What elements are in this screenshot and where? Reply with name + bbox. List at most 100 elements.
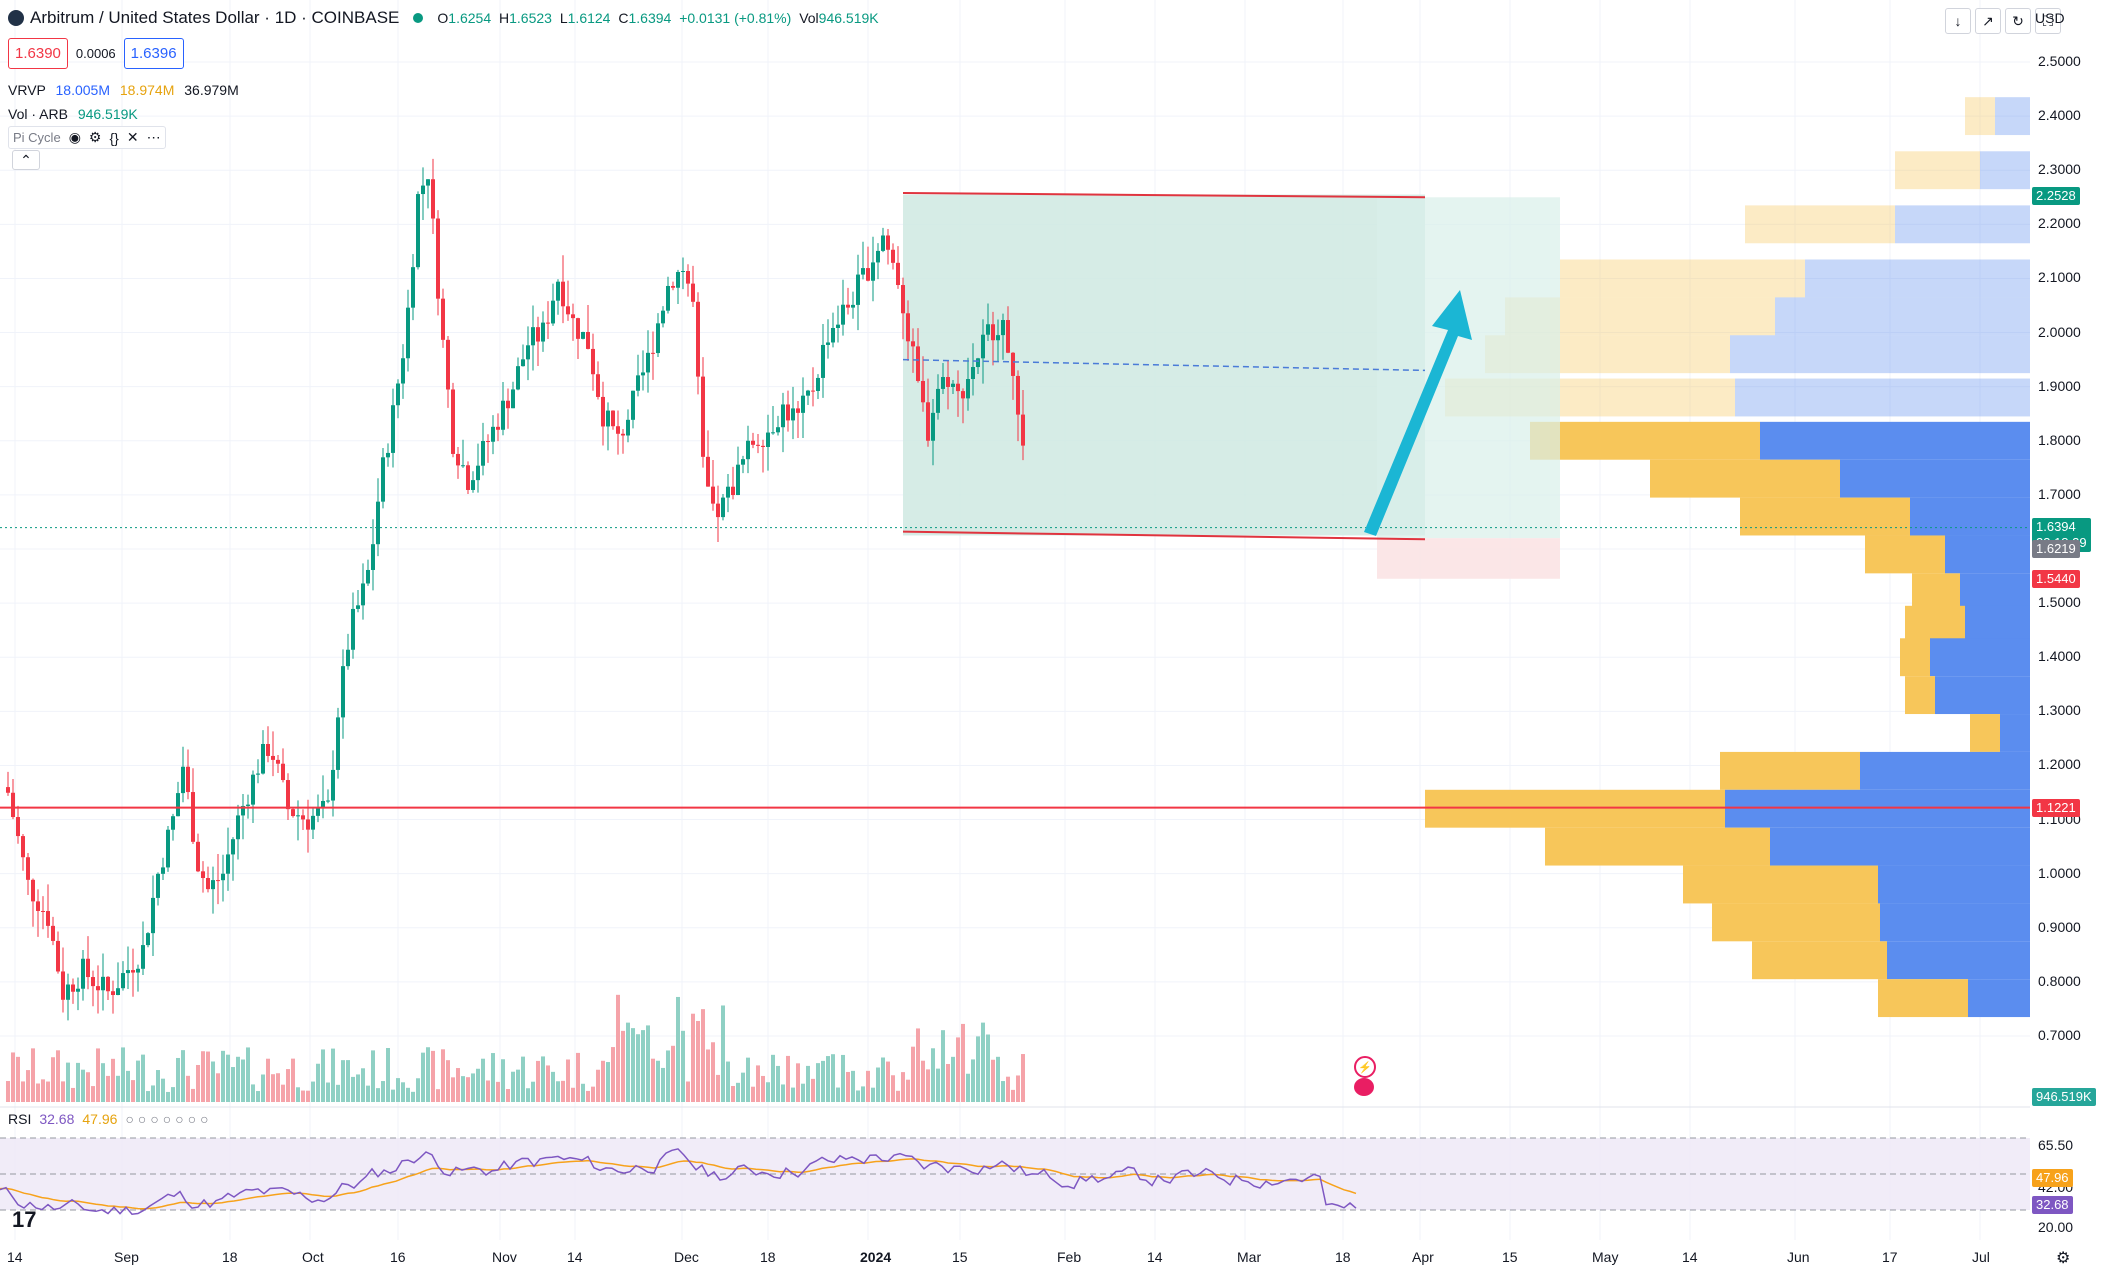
candle-body bbox=[1006, 320, 1010, 353]
pi-cycle-legend[interactable]: Pi Cycle ◉ ⚙ {} ✕ ⋯ bbox=[8, 126, 166, 149]
vrvp-up-bar bbox=[1968, 979, 2030, 1018]
candle-body bbox=[886, 235, 890, 250]
volume-bar bbox=[206, 1051, 210, 1102]
volume-legend[interactable]: Vol · ARB 946.519K bbox=[8, 106, 138, 122]
volume-bar bbox=[411, 1091, 415, 1102]
volume-bar bbox=[881, 1057, 885, 1102]
vrvp-up-bar bbox=[1735, 378, 2030, 417]
candle-body bbox=[211, 880, 215, 890]
candle-body bbox=[316, 807, 320, 816]
candle-body bbox=[961, 391, 965, 399]
volume-bar bbox=[746, 1057, 750, 1102]
volume-bar bbox=[966, 1073, 970, 1102]
volume-bar bbox=[996, 1056, 1000, 1102]
symbol-title[interactable]: Arbitrum / United States Dollar · 1D · C… bbox=[30, 8, 400, 27]
candle-body bbox=[56, 940, 60, 972]
rsi-ma-value: 47.96 bbox=[82, 1111, 118, 1127]
volume-bar bbox=[851, 1070, 855, 1102]
candle-body bbox=[611, 410, 615, 427]
candle-body bbox=[1016, 375, 1020, 415]
candle-body bbox=[676, 271, 680, 288]
volume-bar bbox=[246, 1047, 250, 1102]
volume-bar bbox=[661, 1067, 665, 1102]
settings-gear-icon[interactable]: ⚙ bbox=[88, 129, 102, 145]
volume-bar bbox=[171, 1087, 175, 1102]
candle-body bbox=[986, 324, 990, 335]
volume-bar bbox=[236, 1056, 240, 1102]
event-lightning-icon[interactable]: ⚡ bbox=[1354, 1056, 1376, 1078]
time-axis-settings-icon[interactable]: ⚙ bbox=[2056, 1250, 2071, 1267]
time-tick: Feb bbox=[1057, 1249, 1082, 1265]
currency-selector[interactable]: USD bbox=[2035, 10, 2065, 26]
candle-body bbox=[36, 901, 40, 911]
vrvp-down-bar bbox=[1712, 903, 1880, 942]
candle-body bbox=[261, 743, 265, 774]
candle-body bbox=[466, 465, 470, 490]
price-axis[interactable]: 2.5000 2.4000 2.3000 2.2000 2.1000 2.0000 1.90… bbox=[2030, 0, 2110, 1100]
volume-bar bbox=[976, 1036, 980, 1102]
candle-body bbox=[621, 433, 625, 436]
collapse-chevron-up-icon[interactable]: ⌃ bbox=[12, 150, 40, 170]
vrvp-down-bar bbox=[1683, 865, 1878, 904]
candle-body bbox=[551, 300, 555, 324]
vrvp-up-bar bbox=[1840, 459, 2030, 498]
vrvp-up-bar bbox=[1910, 497, 2030, 536]
buy-button[interactable]: 1.6396 bbox=[123, 38, 184, 69]
candle-body bbox=[276, 759, 280, 764]
remove-close-icon[interactable]: ✕ bbox=[126, 129, 139, 145]
candle-body bbox=[806, 390, 810, 396]
tradingview-logo-icon[interactable]: 17 bbox=[12, 1207, 37, 1232]
candle-body bbox=[981, 334, 985, 359]
refresh-icon[interactable]: ↻ bbox=[2005, 8, 2031, 34]
candle-body bbox=[596, 374, 600, 397]
volume-bar bbox=[111, 1058, 115, 1102]
price-tick: 1.9000 bbox=[2038, 377, 2081, 394]
candle-body bbox=[991, 324, 995, 341]
candle-body bbox=[576, 318, 580, 339]
volume-bar bbox=[286, 1069, 290, 1102]
candle-body bbox=[41, 910, 45, 912]
fullscreen-icon[interactable]: ⛶ bbox=[2035, 8, 2061, 34]
volume-bar bbox=[361, 1068, 365, 1102]
candle-body bbox=[521, 359, 525, 367]
volume-bar bbox=[6, 1081, 10, 1102]
rsi-settings-dots[interactable]: ○○○○○○○ bbox=[125, 1111, 213, 1127]
volume-bar bbox=[261, 1074, 265, 1102]
volume-bar bbox=[421, 1052, 425, 1102]
source-code-icon[interactable]: {} bbox=[109, 129, 119, 146]
volume-bar bbox=[356, 1074, 360, 1102]
sell-button[interactable]: 1.6390 bbox=[8, 38, 68, 69]
time-tick: 15 bbox=[952, 1249, 968, 1265]
volume-bar bbox=[226, 1054, 230, 1102]
us-flag-event-icon[interactable] bbox=[1354, 1078, 1374, 1096]
candle-body bbox=[66, 984, 70, 1000]
volume-bar bbox=[576, 1052, 580, 1102]
candle-body bbox=[691, 283, 695, 302]
volume-bar bbox=[681, 1030, 685, 1102]
rsi-legend[interactable]: RSI 32.68 47.96 ○○○○○○○ bbox=[8, 1111, 213, 1127]
volume-bar bbox=[191, 1088, 195, 1102]
vrvp-legend[interactable]: VRVP 18.005M 18.974M 36.979M bbox=[8, 82, 239, 98]
vrvp-down-bar bbox=[1895, 151, 1980, 190]
candle-body bbox=[861, 268, 865, 275]
volume-bar bbox=[866, 1070, 870, 1102]
candle-body bbox=[146, 933, 150, 946]
candle-body bbox=[346, 649, 350, 667]
volume-bar bbox=[621, 1030, 625, 1102]
candle-body bbox=[221, 873, 225, 881]
time-axis[interactable]: 14 Sep 18 Oct 16 Nov 14 Dec 18 2024 15 Feb 14 Mar 18 Ap… bbox=[0, 1245, 2030, 1273]
vrvp-up-bar bbox=[1860, 751, 2030, 790]
hide-eye-icon[interactable]: ◉ bbox=[68, 129, 81, 145]
collapse-arrows-icon[interactable]: ↗ bbox=[1975, 8, 2001, 34]
volume-bar bbox=[221, 1050, 225, 1102]
volume-bar bbox=[311, 1081, 315, 1102]
more-dots-icon[interactable]: ⋯ bbox=[146, 129, 161, 145]
price-tick: 1.0000 bbox=[2038, 864, 2081, 881]
candle-body bbox=[726, 486, 730, 498]
pi-cycle-label: Pi Cycle bbox=[13, 130, 61, 145]
download-arrow-icon[interactable]: ↓ bbox=[1945, 8, 1971, 34]
volume-bar bbox=[166, 1091, 170, 1102]
volume-bar bbox=[326, 1082, 330, 1102]
volume-bar bbox=[606, 1062, 610, 1102]
